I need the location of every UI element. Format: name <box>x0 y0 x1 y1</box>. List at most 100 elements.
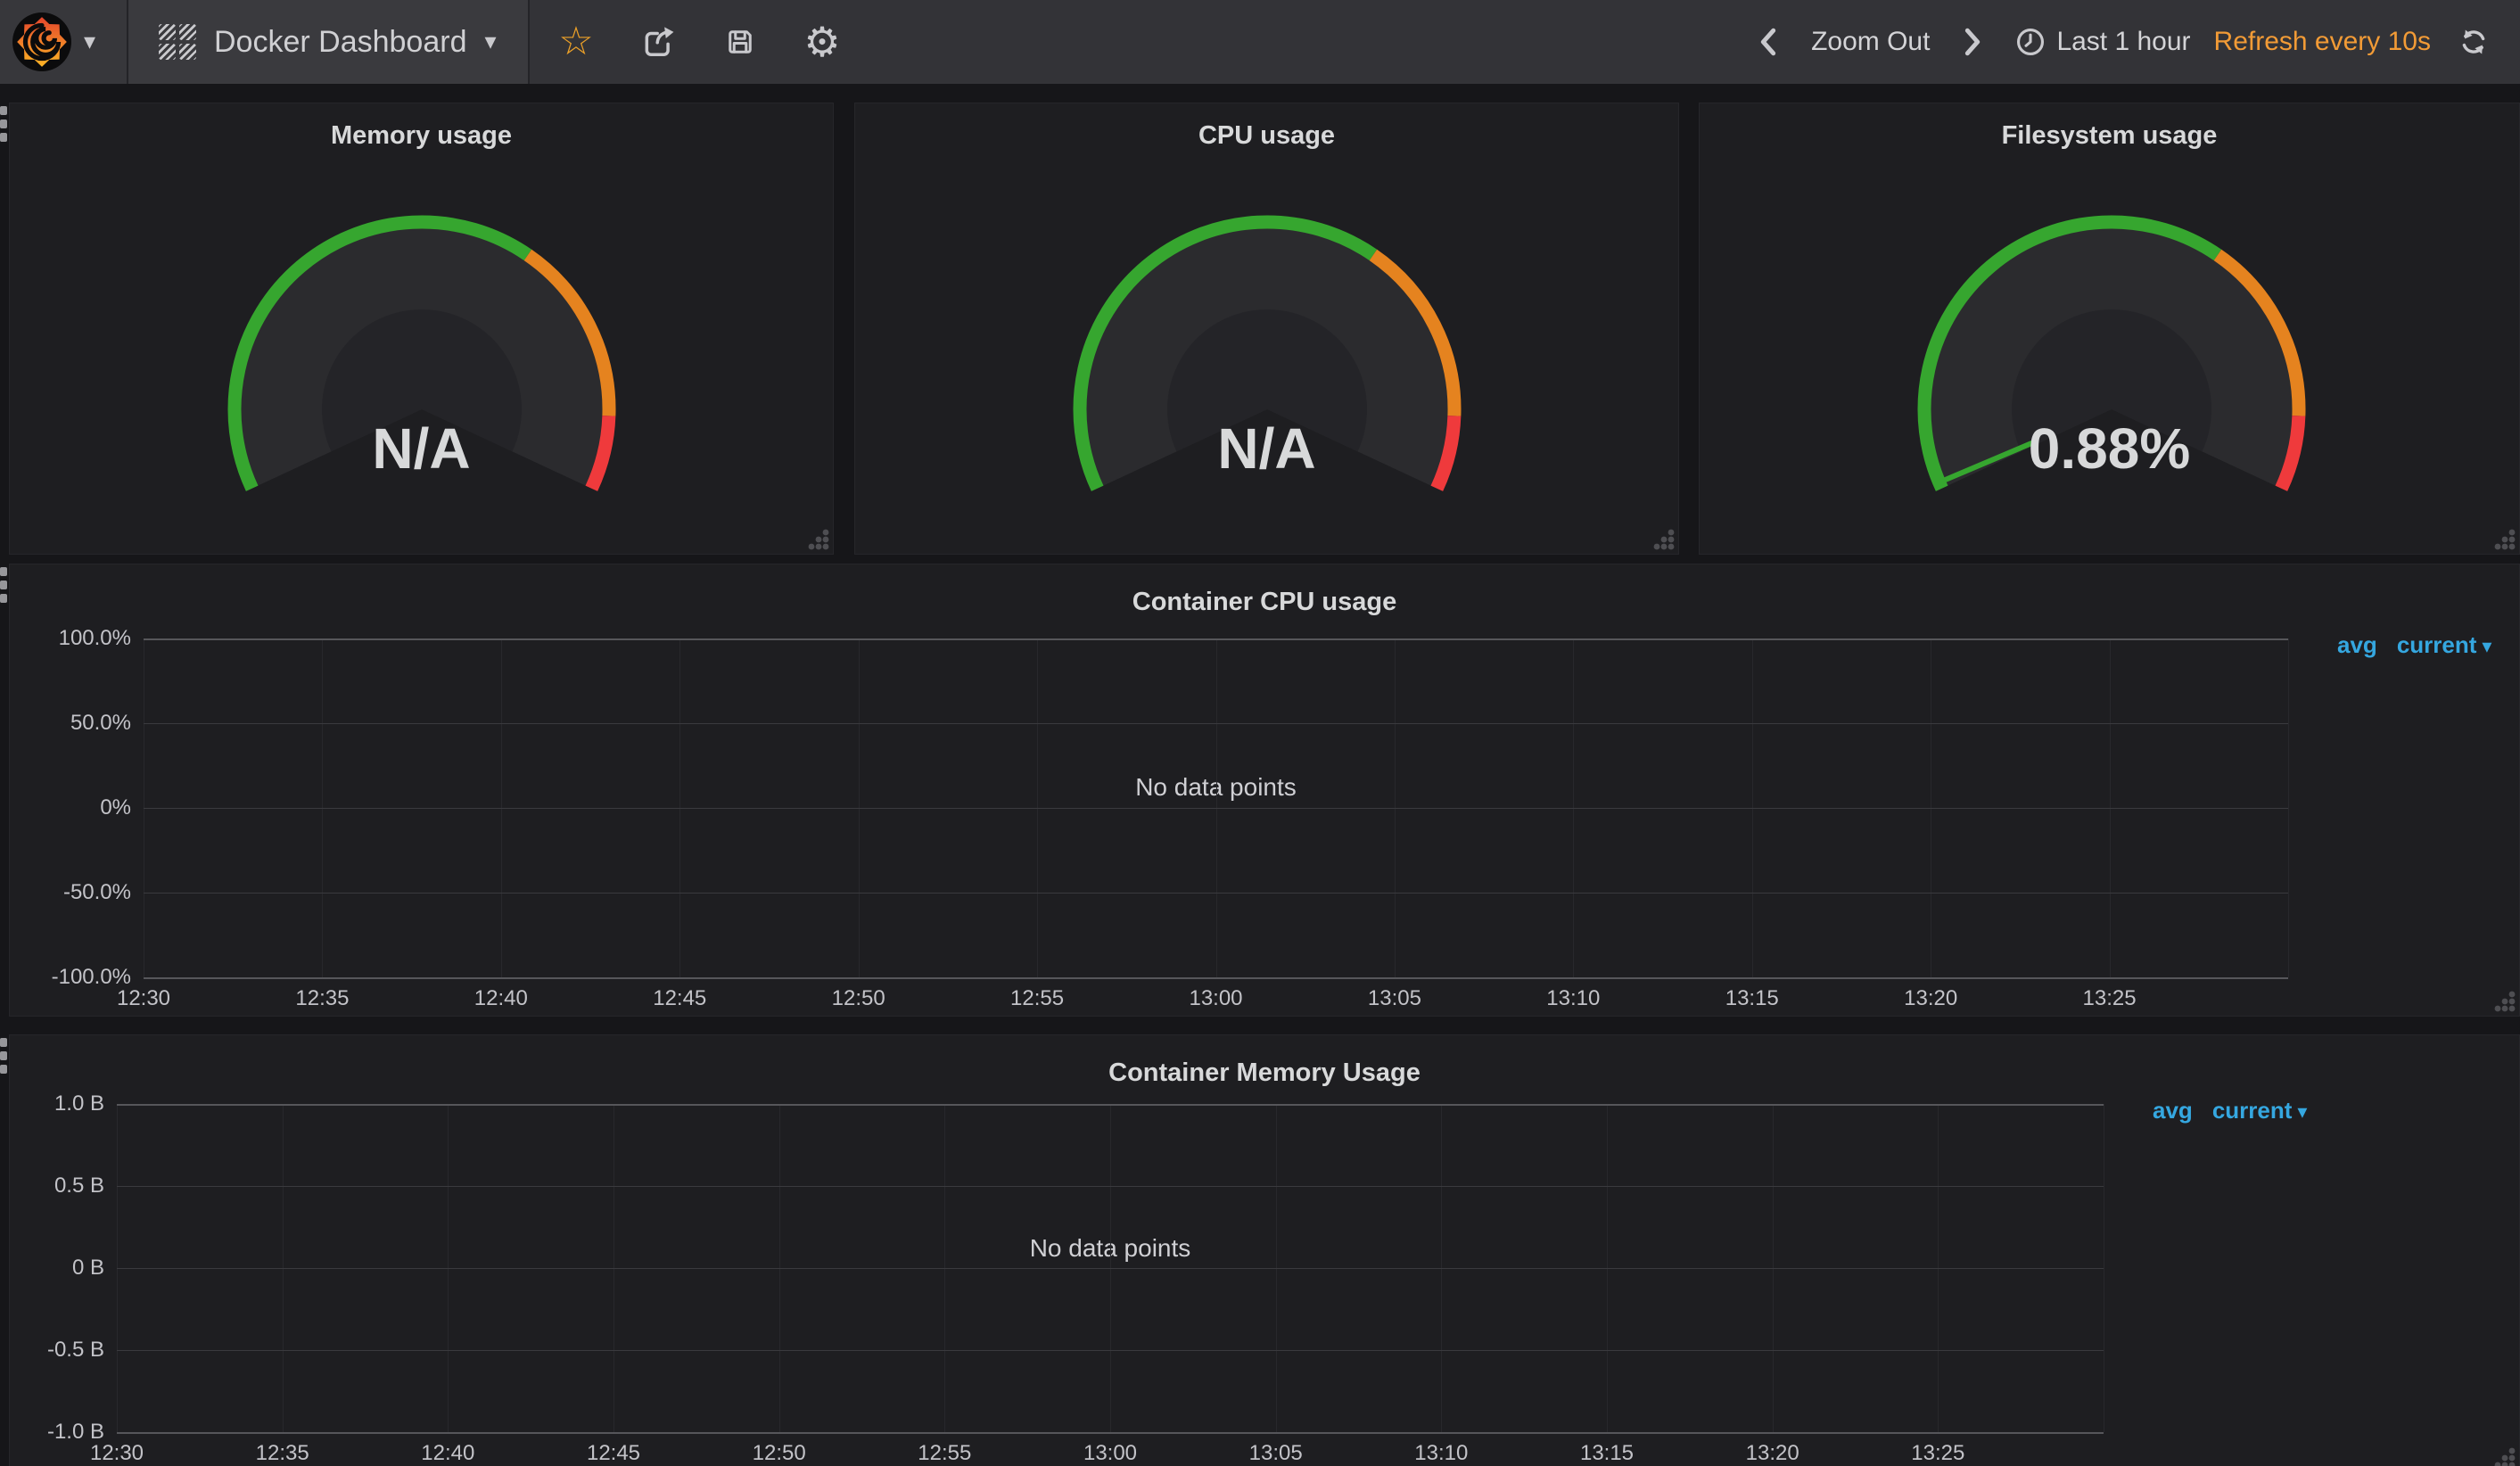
x-axis-tick-label: 13:10 <box>1414 1441 1469 1465</box>
panel-title[interactable]: CPU usage <box>1198 121 1336 150</box>
settings-button[interactable]: ⚙ <box>803 15 842 69</box>
panel-resize-handle[interactable] <box>2493 528 2516 551</box>
y-axis-tick-label: 50.0% <box>70 711 131 735</box>
gridline-horizontal <box>117 1350 2104 1351</box>
panel-filesystem-usage-gauge: Filesystem usage 0.88% <box>1699 103 2520 555</box>
y-axis-tick-label: 0 B <box>71 1256 104 1280</box>
panel-title[interactable]: Container Memory Usage <box>1108 1058 1421 1087</box>
chevron-down-icon: ▾ <box>84 29 96 55</box>
x-axis-tick-label: 12:45 <box>586 1441 641 1465</box>
panel-resize-handle[interactable] <box>1652 528 1676 551</box>
gridline-horizontal <box>144 893 2288 894</box>
panel-title[interactable]: Filesystem usage <box>2001 121 2218 150</box>
y-axis-tick-label: 1.0 B <box>54 1091 104 1116</box>
x-axis-tick-label: 13:05 <box>1367 986 1421 1010</box>
gridline-horizontal <box>117 1104 2104 1106</box>
gauge-value: N/A <box>1217 416 1316 481</box>
y-axis-tick-label: -0.5 B <box>46 1338 104 1362</box>
row-handle-cpu-chart[interactable] <box>0 567 8 603</box>
grafana-logo-icon <box>12 12 71 71</box>
gridline-horizontal <box>144 977 2288 979</box>
y-axis-tick-label: -100.0% <box>51 965 131 989</box>
save-button[interactable] <box>721 15 760 69</box>
panel-container-memory-usage: Container Memory Usage No data points av… <box>9 1034 2520 1466</box>
gridline-horizontal <box>117 1186 2104 1187</box>
row-handle-memory-chart[interactable] <box>0 1038 8 1074</box>
x-axis-tick-label: 13:00 <box>1189 986 1243 1010</box>
y-axis-tick-label: 0.5 B <box>54 1174 104 1198</box>
panel-resize-handle[interactable] <box>2493 1446 2516 1466</box>
gauge-threshold-arc-1 <box>2213 249 2306 416</box>
x-axis-tick-label: 13:15 <box>1725 986 1779 1010</box>
y-axis-tick-label: -1.0 B <box>46 1420 104 1444</box>
grafana-menu-button[interactable]: ▾ <box>0 0 128 84</box>
x-axis-tick-label: 12:45 <box>653 986 707 1010</box>
gridline-horizontal <box>144 723 2288 724</box>
gridline-horizontal <box>144 808 2288 809</box>
panel-title[interactable]: Memory usage <box>330 121 513 150</box>
time-shift-forward-button[interactable] <box>1953 15 1992 69</box>
zoom-out-button[interactable]: Zoom Out <box>1811 27 1931 56</box>
gauge-threshold-arc-0 <box>1917 215 2222 491</box>
time-shift-back-button[interactable] <box>1749 15 1788 69</box>
x-axis-tick-label: 12:55 <box>1010 986 1065 1010</box>
navbar: ▾ Docker Dashboard ▾ ☆ <box>0 0 2520 84</box>
time-range-picker[interactable]: Last 1 hour <box>2015 27 2191 57</box>
clock-icon <box>2017 28 2045 56</box>
panel-cpu-usage-gauge: CPU usage N/A <box>854 103 1679 555</box>
gridline-horizontal <box>117 1432 2104 1434</box>
navbar-spacer <box>842 0 1749 84</box>
chevron-down-icon: ▾ <box>2482 636 2492 658</box>
chevron-left-icon <box>1760 28 1776 56</box>
chevron-down-icon: ▾ <box>484 29 497 55</box>
panel-memory-usage-gauge: Memory usage N/A <box>9 103 834 555</box>
legend-stat-current[interactable]: current ▾ <box>2396 631 2492 658</box>
panel-resize-handle[interactable] <box>2493 990 2516 1013</box>
filesystem-usage-gauge <box>1917 215 2306 491</box>
legend-stat-avg[interactable]: avg <box>2337 631 2377 658</box>
gauge-threshold-arc-0 <box>227 215 532 491</box>
x-axis-tick-label: 13:00 <box>1083 1441 1138 1465</box>
y-axis-tick-label: -50.0% <box>62 880 131 904</box>
gauge-threshold-arc-0 <box>1073 215 1378 491</box>
gear-icon: ⚙ <box>803 18 841 66</box>
save-icon <box>729 30 752 54</box>
star-icon: ☆ <box>558 19 594 64</box>
dashboard-grid-icon <box>159 24 196 60</box>
chart-legend: avg current ▾ <box>2337 631 2491 659</box>
legend-stat-current[interactable]: current ▾ <box>2211 1097 2308 1124</box>
x-axis-tick-label: 13:20 <box>1745 1441 1799 1465</box>
gauge-value: 0.88% <box>2028 416 2191 481</box>
dashboard-title-dropdown[interactable]: Docker Dashboard ▾ <box>128 0 530 84</box>
cpu-usage-gauge <box>1073 215 1462 491</box>
panel-title[interactable]: Container CPU usage <box>1132 588 1397 616</box>
x-axis-tick-label: 13:25 <box>1911 1441 1965 1465</box>
legend-stat-avg[interactable]: avg <box>2153 1097 2193 1124</box>
chevron-down-icon: ▾ <box>2297 1101 2308 1124</box>
star-button[interactable]: ☆ <box>556 15 596 69</box>
chart-legend: avg current ▾ <box>2153 1097 2307 1124</box>
memory-usage-gauge <box>227 215 616 491</box>
gridline-horizontal <box>144 638 2288 640</box>
panel-resize-handle[interactable] <box>807 528 830 551</box>
panel-container-cpu-usage: Container CPU usage No data points avg cu… <box>9 564 2520 1017</box>
gauge-threshold-arc-1 <box>523 249 616 416</box>
gauge-inner-face <box>1167 309 1367 452</box>
refresh-button[interactable] <box>2454 15 2493 69</box>
chevron-right-icon <box>1965 28 1981 56</box>
share-button[interactable] <box>638 15 678 69</box>
dashboard-title: Docker Dashboard <box>214 24 467 59</box>
x-axis-tick-label: 13:15 <box>1579 1441 1635 1465</box>
y-axis-tick-label: 0% <box>100 795 131 819</box>
x-axis-tick-label: 12:35 <box>255 1441 309 1465</box>
gauge-needle <box>1932 438 2039 487</box>
x-axis-tick-label: 12:30 <box>89 1441 144 1465</box>
gauge-inner-face <box>322 309 522 452</box>
refresh-interval-button[interactable]: Refresh every 10s <box>2213 27 2431 56</box>
row-handle-gauges[interactable] <box>0 106 8 142</box>
gauge-value: N/A <box>372 416 471 481</box>
gauge-inner-face <box>2012 309 2211 452</box>
y-axis-tick-label: 100.0% <box>58 626 131 650</box>
x-axis-tick-label: 13:10 <box>1546 986 1601 1010</box>
